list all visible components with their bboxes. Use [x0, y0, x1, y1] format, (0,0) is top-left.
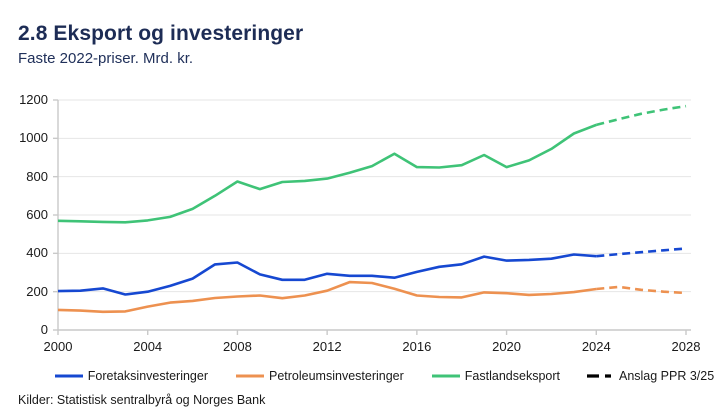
x-axis-tick-label: 2024 — [581, 339, 611, 354]
legend-label: Foretaksinvesteringer — [87, 369, 208, 383]
series-line-petroleumsinvesteringer — [57, 280, 597, 314]
y-axis-tick-label: 600 — [26, 207, 48, 222]
legend-line-icon — [54, 374, 83, 378]
x-axis-tick-label: 2008 — [222, 339, 252, 354]
x-axis-tick-label: 2012 — [312, 339, 342, 354]
y-axis-tick-label: 1200 — [19, 92, 48, 107]
y-axis-tick-label: 800 — [26, 168, 48, 184]
legend-label: Anslag PPR 3/25 — [618, 369, 715, 383]
x-axis-tick-label: 2016 — [402, 339, 432, 354]
x-axis-tick-label: 2000 — [43, 339, 73, 354]
x-axis-tick-label: 2020 — [492, 339, 522, 354]
legend-item-fastlandseksport: Fastlandseksport — [431, 369, 560, 383]
legend-label: Fastlandseksport — [464, 369, 560, 383]
x-axis-tick-label: 2004 — [133, 339, 163, 354]
y-axis-tick-label: 200 — [26, 283, 48, 299]
y-axis-tick-label: 1000 — [19, 130, 48, 146]
legend-dashed-line-icon — [586, 374, 615, 378]
chart-subtitle: Faste 2022-priser. Mrd. kr. — [18, 50, 194, 67]
chart-title: 2.8 Eksport og investeringer — [18, 22, 304, 45]
legend-label: Petroleumsinvesteringer — [269, 369, 404, 383]
x-axis-tick-label: 2028 — [671, 339, 701, 354]
legend-line-icon — [236, 374, 264, 378]
y-axis-tick-label: 0 — [40, 322, 48, 337]
source-note: Kilder: Statistisk sentralbyrå og Norges… — [18, 393, 266, 407]
forecast-line-foretaksinvesteringer — [596, 247, 687, 258]
legend-item-anslag: Anslag PPR 3/25 — [586, 369, 715, 383]
series-line-foretaksinvesteringer — [57, 253, 597, 296]
legend-item-petroleumsinvesteringer: Petroleumsinvesteringer — [235, 369, 404, 383]
chart-legend: Foretaksinvesteringer Petroleumsinvester… — [0, 369, 722, 383]
forecast-line-fastlandseksport — [595, 104, 687, 127]
y-axis-tick-label: 400 — [26, 245, 48, 261]
legend-item-foretaksinvesteringer: Foretaksinvesteringer — [54, 369, 208, 383]
legend-line-icon — [431, 374, 460, 378]
series-line-fastlandseksport — [57, 123, 597, 224]
forecast-line-petroleumsinvesteringer — [596, 285, 687, 295]
